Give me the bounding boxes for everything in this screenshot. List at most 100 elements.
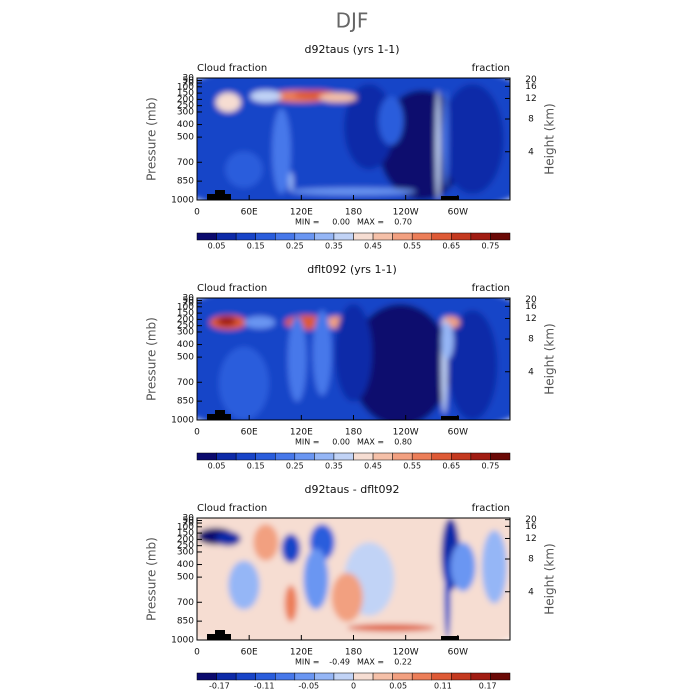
x-tick-label: 60W bbox=[448, 428, 468, 438]
colorbar-label: 0.35 bbox=[325, 462, 343, 471]
contour-region bbox=[447, 310, 498, 420]
colorbar-box bbox=[196, 672, 217, 681]
max-label: MAX = bbox=[357, 658, 384, 667]
x-tick-label: 120E bbox=[290, 648, 313, 658]
colorbar-box bbox=[470, 232, 491, 241]
contour-field bbox=[197, 518, 510, 640]
y2-tick-label: 12 bbox=[525, 314, 536, 324]
y-tick-label: 500 bbox=[177, 133, 194, 143]
colorbar-label: 0.55 bbox=[403, 242, 421, 251]
colorbar-label: 0.05 bbox=[208, 242, 226, 251]
y2-tick-label: 20 bbox=[525, 75, 537, 85]
y2-axis-label: Height (km) bbox=[543, 103, 557, 174]
x-tick-label: 0 bbox=[194, 648, 200, 658]
colorbar-box bbox=[353, 232, 374, 241]
colorbar-box bbox=[431, 452, 452, 461]
y-tick-label: 150 bbox=[177, 529, 194, 539]
colorbar-label: -0.05 bbox=[298, 682, 319, 691]
colorbar-box bbox=[392, 672, 413, 681]
y2-axis-label: Height (km) bbox=[543, 323, 557, 394]
y-tick-label: 50 bbox=[183, 76, 195, 86]
y-tick-label: 200 bbox=[177, 315, 194, 325]
y2-tick-label: 12 bbox=[525, 534, 536, 544]
y2-tick-label: 16 bbox=[525, 302, 537, 312]
colorbar-label: 0.75 bbox=[482, 242, 500, 251]
x-tick-label: 0 bbox=[194, 428, 200, 438]
min-label: MIN = bbox=[295, 218, 320, 227]
colorbar-box bbox=[353, 672, 374, 681]
y-axis-label: Pressure (mb) bbox=[145, 537, 159, 621]
colorbar-box bbox=[470, 452, 491, 461]
contour-field bbox=[197, 78, 510, 200]
y-tick-label: 70 bbox=[183, 79, 195, 89]
y-tick-label: 400 bbox=[177, 340, 194, 350]
contour-region bbox=[481, 530, 507, 604]
colorbar-box bbox=[431, 672, 452, 681]
colorbar-box bbox=[411, 452, 432, 461]
x-tick-label: 60E bbox=[241, 208, 258, 218]
contour-region bbox=[443, 90, 449, 188]
contour-region bbox=[319, 92, 357, 103]
contour-region bbox=[334, 304, 373, 402]
x-tick-label: 180 bbox=[345, 428, 362, 438]
contour-region bbox=[243, 316, 276, 329]
contour-region bbox=[303, 548, 329, 610]
colorbar-box bbox=[196, 452, 217, 461]
y-tick-label: 250 bbox=[177, 541, 194, 551]
colorbar-label: 0.17 bbox=[479, 682, 497, 691]
page-title: DJF bbox=[336, 9, 369, 33]
right-label: fraction bbox=[472, 283, 510, 294]
colorbar-box bbox=[333, 452, 354, 461]
colorbar-box bbox=[235, 672, 256, 681]
colorbar-box bbox=[255, 232, 276, 241]
y-axis-label: Pressure (mb) bbox=[145, 97, 159, 181]
contour-region bbox=[350, 304, 451, 420]
contour-region bbox=[288, 171, 294, 192]
y-tick-label: 250 bbox=[177, 321, 194, 331]
y-tick-label: 150 bbox=[177, 89, 194, 99]
x-tick-label: 60W bbox=[448, 648, 468, 658]
min-value: 0.00 bbox=[332, 218, 350, 227]
y2-axis-label: Height (km) bbox=[543, 543, 557, 614]
contour-fill bbox=[197, 78, 510, 200]
colorbar-box bbox=[372, 232, 393, 241]
x-tick-label: 120W bbox=[393, 428, 419, 438]
colorbar-label: 0.35 bbox=[325, 242, 343, 251]
y2-tick-label: 8 bbox=[528, 335, 534, 345]
right-label: fraction bbox=[472, 503, 510, 514]
colorbar-label: 0.05 bbox=[208, 462, 226, 471]
y-tick-label: 100 bbox=[177, 302, 194, 312]
contour-fill bbox=[197, 298, 510, 420]
colorbar-label: 0 bbox=[351, 682, 356, 691]
y2-tick-label: 20 bbox=[525, 515, 537, 525]
contour-region bbox=[215, 92, 241, 113]
y-tick-label: 50 bbox=[183, 516, 195, 526]
y-tick-label: 850 bbox=[177, 617, 194, 627]
contour-region bbox=[217, 316, 237, 327]
contour-region bbox=[250, 90, 282, 103]
colorbar-box bbox=[451, 232, 472, 241]
x-tick-label: 180 bbox=[345, 648, 362, 658]
y-tick-label: 200 bbox=[177, 535, 194, 545]
x-tick-label: 120W bbox=[393, 208, 419, 218]
colorbar-box bbox=[196, 232, 217, 241]
y2-tick-label: 8 bbox=[528, 555, 534, 565]
y-tick-label: 50 bbox=[183, 296, 195, 306]
x-tick-label: 0 bbox=[194, 208, 200, 218]
colorbar-box bbox=[314, 672, 335, 681]
y-tick-label: 250 bbox=[177, 101, 194, 111]
contour-region bbox=[441, 322, 454, 360]
colorbar-box bbox=[216, 452, 237, 461]
x-tick-label: 120E bbox=[290, 428, 313, 438]
y-tick-label: 300 bbox=[177, 327, 194, 337]
contour-region bbox=[435, 90, 441, 200]
y2-tick-label: 20 bbox=[525, 295, 537, 305]
y-tick-label: 100 bbox=[177, 82, 194, 92]
colorbar-box bbox=[216, 672, 237, 681]
contour-region bbox=[441, 84, 504, 194]
colorbar-box bbox=[490, 452, 511, 461]
x-tick-label: 60E bbox=[241, 648, 258, 658]
colorbar-box bbox=[255, 672, 276, 681]
contour-field bbox=[197, 298, 510, 420]
y-tick-label: 30 bbox=[183, 294, 195, 304]
